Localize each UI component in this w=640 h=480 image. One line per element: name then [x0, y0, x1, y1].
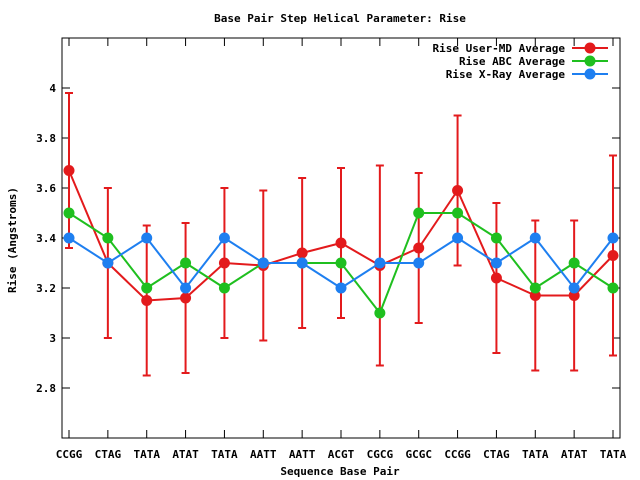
- data-point: [141, 282, 153, 294]
- data-point: [529, 282, 541, 294]
- data-point: [490, 272, 502, 284]
- data-point: [218, 282, 230, 294]
- legend-marker: [584, 42, 596, 54]
- data-point: [607, 232, 619, 244]
- y-tick-label: 3: [49, 332, 56, 345]
- data-point: [296, 257, 308, 269]
- data-point: [374, 257, 386, 269]
- data-point: [335, 237, 347, 249]
- x-tick-label: CTAG: [95, 448, 122, 461]
- data-point: [218, 257, 230, 269]
- x-tick-label: CGCG: [367, 448, 394, 461]
- x-axis-label: Sequence Base Pair: [280, 465, 400, 478]
- y-tick-label: 3.2: [36, 282, 56, 295]
- x-tick-label: TATA: [211, 448, 238, 461]
- data-point: [335, 282, 347, 294]
- x-tick-label: CTAG: [483, 448, 510, 461]
- x-tick-label: ATAT: [172, 448, 199, 461]
- data-point: [218, 232, 230, 244]
- y-tick-label: 3.6: [36, 182, 56, 195]
- data-point: [413, 257, 425, 269]
- data-point: [490, 257, 502, 269]
- x-tick-label: ACGT: [328, 448, 355, 461]
- data-point: [63, 232, 75, 244]
- legend-label: Rise User-MD Average: [433, 42, 566, 55]
- data-point: [141, 295, 153, 306]
- x-tick-label: AATT: [250, 448, 277, 461]
- x-tick-label: TATA: [133, 448, 160, 461]
- data-point: [607, 282, 619, 294]
- x-tick-label: ATAT: [561, 448, 588, 461]
- data-point: [490, 232, 502, 244]
- data-point: [529, 232, 541, 244]
- x-tick-label: AATT: [289, 448, 316, 461]
- x-tick-label: CCGG: [444, 448, 471, 461]
- data-point: [102, 232, 114, 244]
- y-axis-label: Rise (Angstroms): [6, 187, 19, 293]
- data-point: [568, 257, 580, 269]
- data-point: [180, 292, 192, 304]
- x-tick-label: TATA: [522, 448, 549, 461]
- y-tick-label: 2.8: [36, 382, 56, 395]
- data-point: [374, 307, 386, 319]
- y-tick-label: 3.4: [36, 232, 56, 245]
- data-point: [335, 257, 347, 269]
- data-point: [141, 232, 153, 244]
- data-point: [296, 247, 308, 259]
- legend-label: Rise ABC Average: [459, 55, 565, 68]
- data-point: [607, 250, 619, 261]
- chart-title: Base Pair Step Helical Parameter: Rise: [214, 12, 466, 25]
- data-point: [180, 257, 192, 269]
- axis-ticks: 2.8 3 3.2 3.4 3.6 3.8 4 CCGG CTAG TATA ATAT TATA AAT…: [36, 38, 627, 461]
- data-point: [452, 185, 464, 196]
- x-tick-label: CCGG: [56, 448, 83, 461]
- data-point: [63, 207, 75, 219]
- y-tick-label: 3.8: [36, 132, 56, 145]
- x-tick-label: TATA: [600, 448, 627, 461]
- legend-marker: [584, 55, 596, 67]
- data-point: [180, 282, 192, 294]
- data-point: [452, 232, 464, 244]
- data-point: [63, 165, 75, 176]
- data-point: [452, 207, 464, 219]
- legend-marker: [584, 68, 596, 80]
- x-tick-label: GCGC: [405, 448, 432, 461]
- legend-label: Rise X-Ray Average: [446, 68, 566, 81]
- series-layer: [63, 92, 619, 377]
- y-tick-label: 4: [49, 82, 56, 95]
- data-point: [257, 257, 269, 269]
- data-point: [568, 282, 580, 294]
- data-point: [413, 242, 425, 254]
- data-point: [413, 207, 425, 219]
- data-point: [102, 257, 114, 269]
